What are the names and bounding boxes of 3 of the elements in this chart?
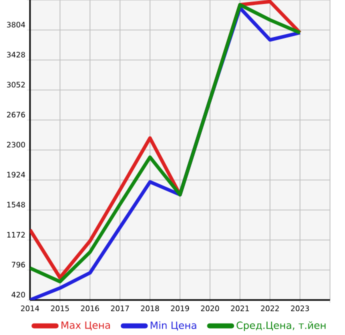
legend-label: Min Цена — [150, 321, 196, 330]
legend-label: Сред.Цена, т.йен — [236, 321, 326, 331]
legend-label: Max Цена — [62, 321, 110, 330]
